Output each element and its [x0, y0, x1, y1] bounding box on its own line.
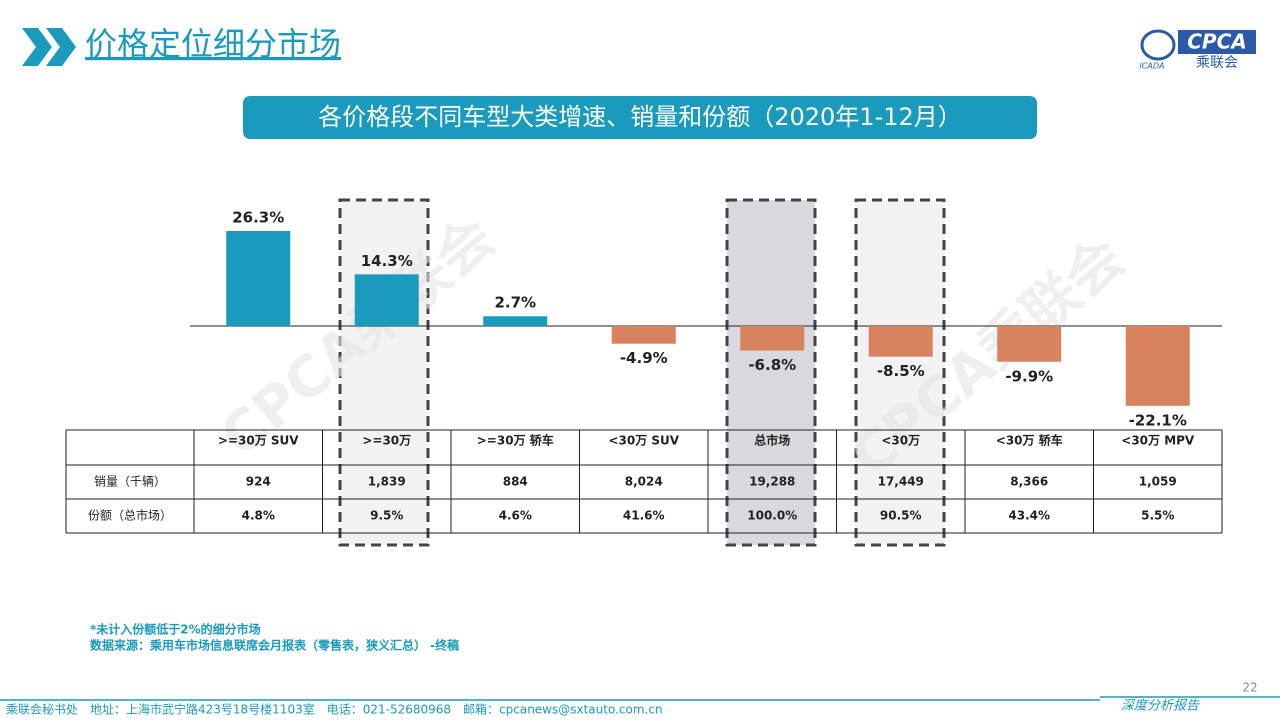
table-cell: 41.6%	[623, 509, 665, 523]
table-cell: 1,839	[368, 475, 406, 489]
column-header: 总市场	[754, 433, 790, 448]
logo-brand: CPCA	[1187, 30, 1247, 54]
bar	[868, 326, 933, 357]
bar	[226, 231, 291, 326]
table-cell: 8,024	[625, 475, 663, 489]
table-cell: 924	[246, 475, 271, 489]
value-label: -9.9%	[1005, 367, 1053, 385]
chevron	[22, 28, 52, 66]
value-label: -4.9%	[620, 349, 668, 367]
logo-name: 乘联会	[1196, 55, 1238, 71]
footer-tag: 深度分析报告	[1121, 699, 1200, 714]
value-label: -6.8%	[748, 356, 796, 374]
title: 价格定位细分市场	[85, 25, 341, 63]
table-cell: 90.5%	[880, 509, 922, 523]
table-cell: 17,449	[878, 475, 924, 489]
value-label: 2.7%	[494, 294, 536, 312]
row-label: 销量（千辆）	[94, 475, 166, 489]
column-header: <30万 SUV	[608, 434, 679, 448]
table-cell: 43.4%	[1008, 509, 1050, 523]
page-number: 22	[1242, 681, 1257, 695]
column-header: <30万	[881, 434, 920, 448]
table-cell: 4.6%	[499, 509, 532, 523]
value-label: -8.5%	[877, 362, 925, 380]
row-label: 份额（总市场）	[88, 508, 172, 523]
logo-emblem	[1140, 29, 1176, 61]
value-label: 14.3%	[361, 252, 413, 270]
table-cell: 100.0%	[747, 509, 797, 523]
table-cell: 1,059	[1139, 475, 1177, 489]
logo-mark: ICADA	[1139, 62, 1164, 71]
logo-box	[1178, 30, 1256, 54]
note: 数据来源：乘用车市场信息联席会月报表（零售表，狭义汇总） -终稿	[90, 638, 459, 653]
highlight-box	[725, 198, 817, 547]
highlight-box	[854, 198, 946, 547]
highlights	[338, 198, 946, 547]
table-cell: 5.5%	[1141, 509, 1174, 523]
chevron	[46, 28, 76, 66]
chart: 26.3% 14.3% 2.7% -4.9% -6.8% -8.5% -9.9% -22.1%…	[65, 209, 1223, 534]
note: *未计入份额低于2%的细分市场	[90, 622, 261, 637]
table-cell: 884	[503, 475, 528, 489]
column-header: >=30万 轿车	[477, 433, 554, 448]
bar	[1125, 326, 1190, 406]
highlight-box	[338, 198, 430, 547]
table-cell: 8,366	[1010, 475, 1048, 489]
subtitle-banner	[243, 96, 1037, 139]
subtitle: 各价格段不同车型大类增速、销量和份额（2020年1-12月）	[318, 103, 962, 131]
bar	[611, 326, 676, 344]
column-header: <30万 轿车	[996, 433, 1063, 448]
column-header: >=30万 SUV	[218, 434, 299, 448]
table-cell: 9.5%	[370, 509, 403, 523]
column-header: <30万 MPV	[1121, 434, 1195, 448]
bar	[997, 326, 1062, 362]
footer-contact: 乘联会秘书处 地址：上海市武宁路423号18号楼1103室 电话：021-526…	[6, 702, 663, 717]
column-header: >=30万	[362, 434, 411, 448]
value-label: 26.3%	[232, 209, 284, 227]
bar	[483, 316, 548, 326]
value-label: -22.1%	[1129, 411, 1187, 429]
bar	[354, 274, 419, 326]
table-cell: 19,288	[749, 475, 795, 489]
bar	[740, 326, 805, 351]
table-cell: 4.8%	[242, 509, 275, 523]
